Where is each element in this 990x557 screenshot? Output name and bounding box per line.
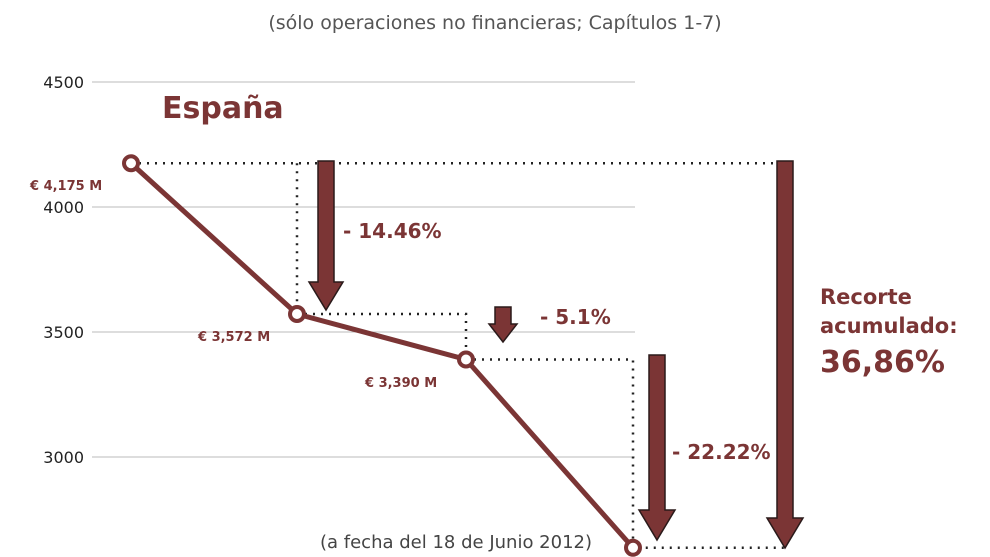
guide-line [297, 312, 468, 360]
down-arrow-icon [637, 354, 677, 542]
data-point [457, 350, 475, 369]
y-tick-label: 4000 [43, 198, 84, 217]
data-label: € 4,175 M [29, 179, 102, 194]
y-tick-label: 3500 [43, 323, 84, 342]
change-label: - 22.22% [672, 440, 771, 464]
down-arrow-icon [765, 160, 805, 550]
data-label: € 3,390 M [364, 376, 437, 391]
down-arrow-icon [487, 306, 519, 344]
cumulative-label: Recorte [820, 285, 912, 309]
data-label: € 3,572 M [197, 330, 270, 345]
chart-subtitle: (sólo operaciones no financieras; Capítu… [268, 12, 722, 34]
data-point [288, 305, 306, 323]
series-line [129, 161, 635, 550]
change-label: - 5.1% [540, 305, 611, 329]
y-tick-label: 4500 [43, 73, 84, 92]
change-label: - 14.46% [343, 219, 442, 243]
cumulative-label: acumulado: [820, 314, 958, 338]
data-point [122, 154, 140, 173]
y-tick-label: 3000 [43, 448, 84, 467]
cumulative-value: 36,86% [820, 345, 945, 380]
date-note: (a fecha del 18 de Junio 2012) [320, 532, 593, 553]
down-arrow-icon [307, 160, 345, 312]
region-label: España [162, 91, 284, 126]
data-point [624, 538, 642, 557]
